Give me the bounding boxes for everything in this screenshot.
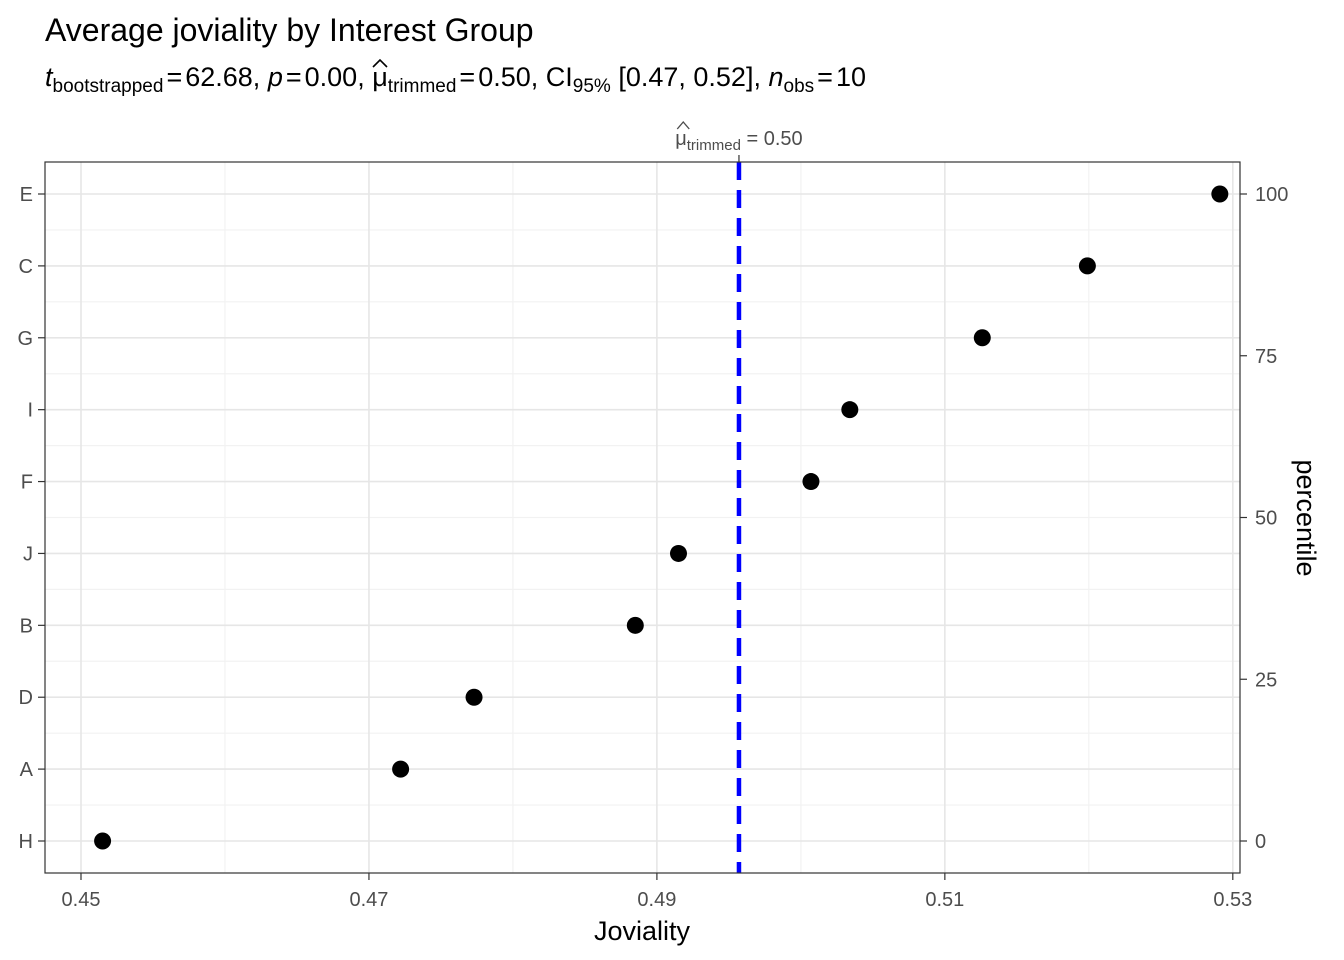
y-tick-label: J bbox=[23, 543, 33, 565]
secondary-y-tick-label: 75 bbox=[1255, 346, 1277, 368]
x-tick-label: 0.53 bbox=[1213, 889, 1252, 911]
data-point bbox=[94, 832, 112, 850]
equals-sign: = bbox=[459, 62, 476, 92]
secondary-y-tick-label: 50 bbox=[1255, 508, 1277, 530]
equals-sign: = bbox=[166, 62, 183, 92]
data-point bbox=[626, 616, 644, 634]
data-point bbox=[669, 544, 687, 562]
mu-value: 0.50 bbox=[478, 62, 531, 92]
secondary-y-tick-label: 0 bbox=[1255, 831, 1266, 853]
data-point bbox=[802, 473, 820, 491]
y-tick-label: B bbox=[20, 615, 33, 637]
ci-subscript: 95% bbox=[572, 76, 611, 97]
hat-icon bbox=[372, 58, 388, 68]
y-tick-label: D bbox=[19, 687, 33, 709]
grid-layer bbox=[45, 162, 1240, 873]
mu-hat-symbol: μ bbox=[372, 58, 388, 93]
point-layer bbox=[94, 185, 1229, 850]
x-tick-label: 0.49 bbox=[637, 889, 676, 911]
y-tick-label: I bbox=[27, 400, 33, 422]
secondary-y-tick-label: 25 bbox=[1255, 669, 1277, 691]
t-symbol: t bbox=[45, 62, 53, 92]
secondary-y-axis-title: percentile bbox=[1291, 459, 1321, 576]
secondary-y-tick-label: 100 bbox=[1255, 184, 1288, 206]
p-value: 0.00 bbox=[304, 62, 358, 92]
equals-sign: = bbox=[817, 62, 833, 92]
y-tick-label: E bbox=[20, 184, 33, 206]
x-tick-label: 0.45 bbox=[62, 889, 101, 911]
t-subscript: bootstrapped bbox=[52, 76, 164, 97]
axis-layer: 0.45 0.47 0.49 0.51 0.53 H A D B J F I G C E 0 25 50 75 100… bbox=[17, 121, 1288, 911]
separator: , bbox=[357, 62, 365, 92]
equals-sign: = bbox=[285, 62, 302, 92]
separator: , bbox=[753, 62, 761, 92]
ci-value: [0.47, 0.52] bbox=[618, 62, 754, 92]
p-symbol: p bbox=[267, 62, 283, 92]
reference-line-label: μtrimmed = 0.50 bbox=[675, 128, 802, 154]
x-tick-label: 0.47 bbox=[349, 889, 388, 911]
data-point bbox=[973, 329, 991, 347]
n-value: 10 bbox=[835, 62, 866, 92]
y-tick-label: H bbox=[19, 831, 33, 853]
data-point bbox=[1211, 185, 1229, 203]
data-point bbox=[392, 760, 410, 778]
t-value: 62.68 bbox=[185, 62, 253, 92]
separator: , bbox=[252, 62, 261, 92]
data-point bbox=[841, 401, 859, 419]
reference-equals: = bbox=[741, 128, 764, 150]
n-subscript: obs bbox=[783, 76, 815, 97]
reference-mu-symbol: μ bbox=[675, 128, 687, 150]
ci-symbol: CI bbox=[545, 62, 573, 92]
data-point bbox=[1078, 257, 1096, 275]
chart-title: Average joviality by Interest Group bbox=[45, 12, 534, 48]
y-tick-label: F bbox=[21, 472, 33, 494]
x-axis-title: Joviality bbox=[594, 916, 691, 946]
reference-hat-icon bbox=[676, 121, 690, 130]
y-tick-label: A bbox=[20, 759, 34, 781]
reference-mu-subscript: trimmed bbox=[687, 137, 741, 154]
n-symbol: n bbox=[768, 62, 784, 92]
y-tick-label: C bbox=[19, 256, 33, 278]
separator: , bbox=[530, 62, 539, 92]
y-tick-label: G bbox=[17, 328, 33, 350]
reference-value: 0.50 bbox=[764, 128, 803, 150]
chart-subtitle: tbootstrapped = 62.68, p = 0.00, μtrimmed = 0.… bbox=[45, 58, 866, 96]
mu-subscript: trimmed bbox=[387, 76, 457, 97]
data-point bbox=[465, 688, 483, 706]
x-tick-label: 0.51 bbox=[925, 889, 964, 911]
